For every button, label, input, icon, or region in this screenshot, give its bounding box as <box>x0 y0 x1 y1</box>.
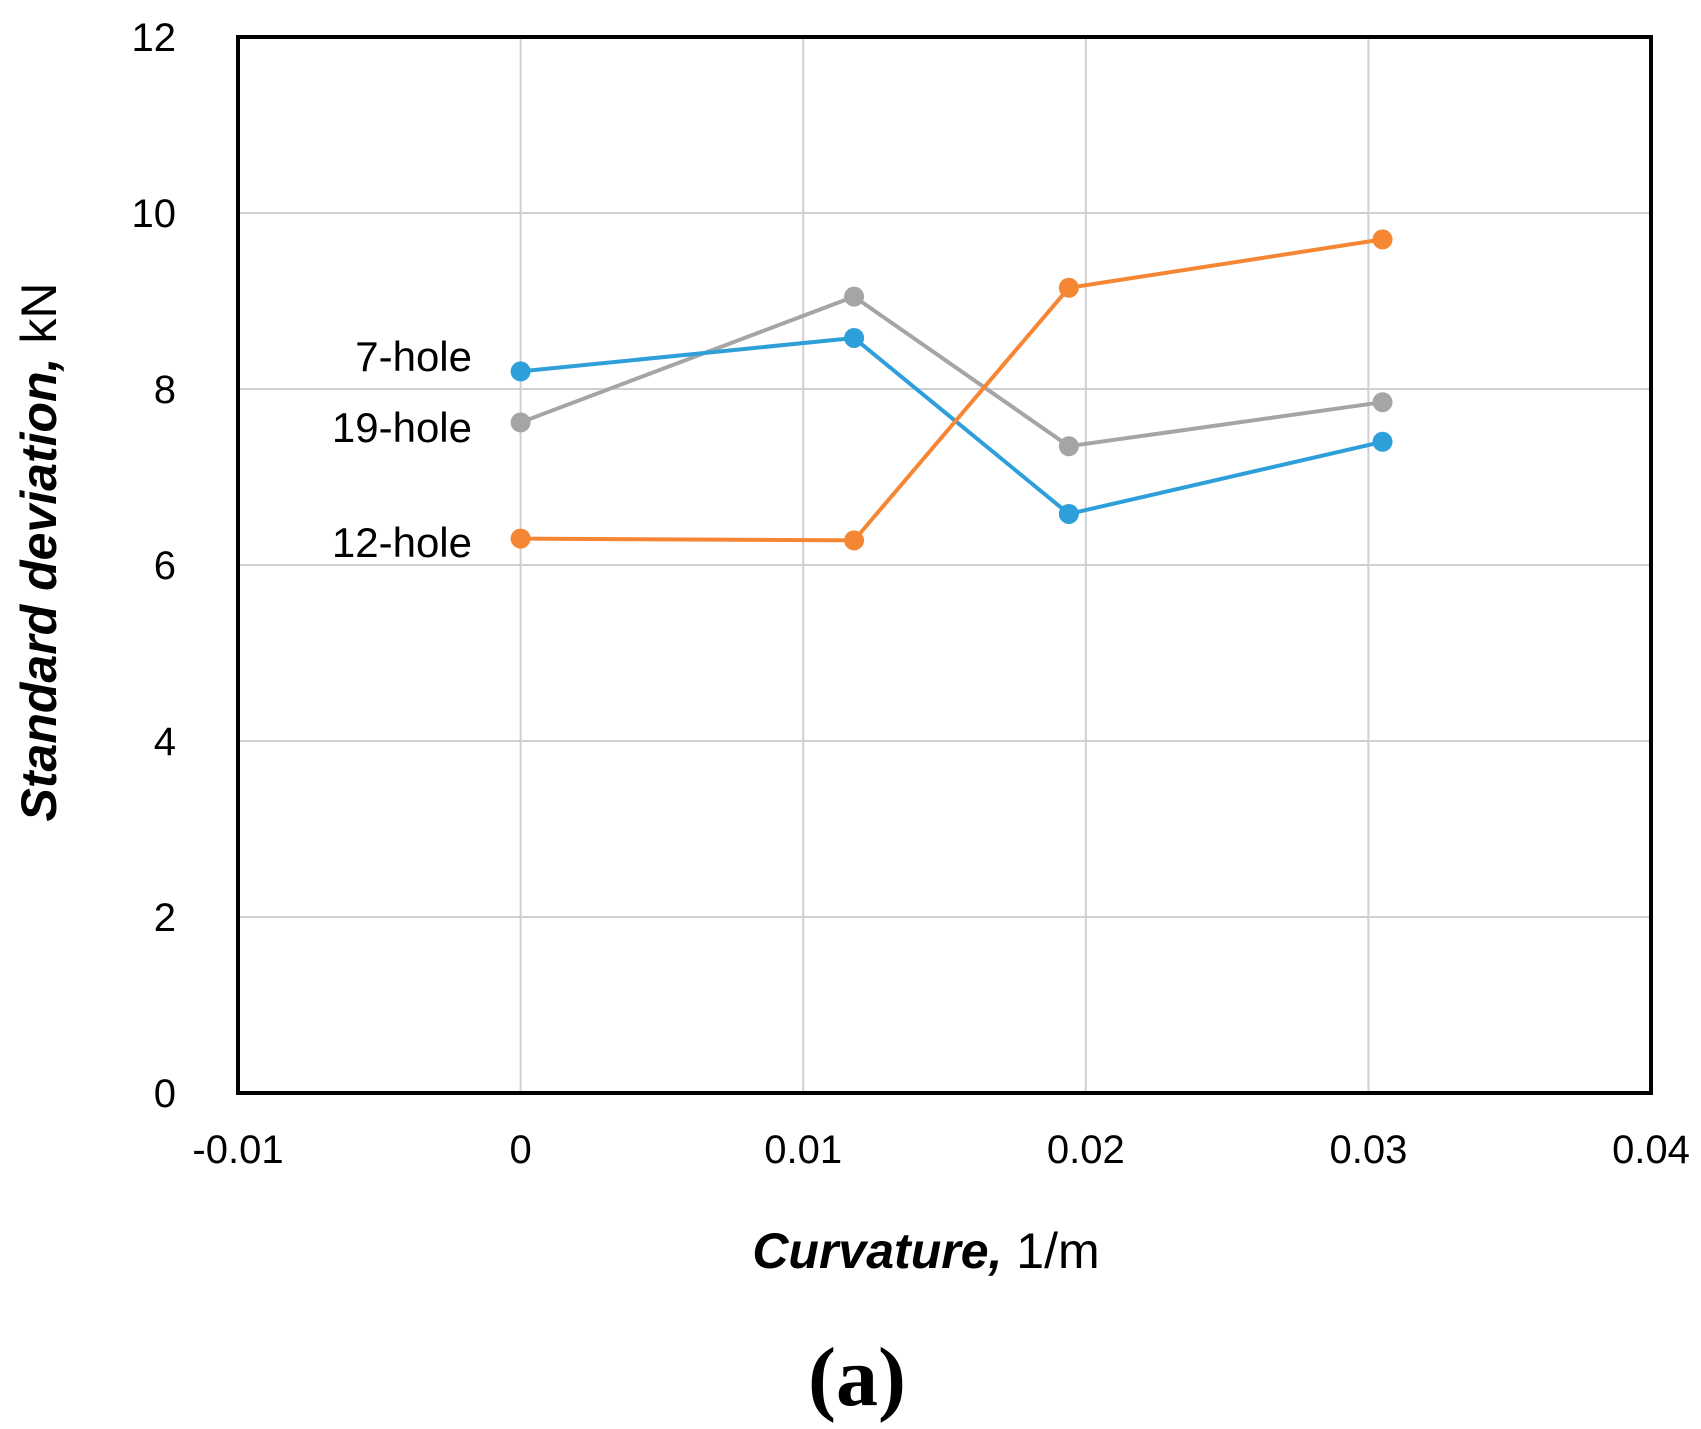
annotation-7-hole: 7-hole <box>355 333 472 380</box>
series-19-hole <box>510 286 1393 457</box>
data-point-7-hole <box>1372 431 1393 452</box>
data-point-7-hole <box>510 361 531 382</box>
data-point-12-hole <box>1058 277 1079 298</box>
series-line-19-hole <box>519 294 1383 449</box>
data-point-19-hole <box>844 286 865 307</box>
y-tick-label: 0 <box>154 1072 176 1116</box>
y-axis-title-unit: kN <box>11 283 67 358</box>
series-7-hole <box>510 327 1393 524</box>
series-line-7-hole <box>520 335 1383 516</box>
x-axis-title-em: Curvature, <box>752 1223 1002 1279</box>
x-axis-title: Curvature, 1/m <box>752 1223 1099 1279</box>
y-tick-label: 2 <box>154 896 176 940</box>
data-point-7-hole <box>1058 503 1079 524</box>
series-group <box>510 229 1393 551</box>
panel-label: (a) <box>808 1331 906 1424</box>
data-point-12-hole <box>1372 229 1393 250</box>
x-tick-label: 0.02 <box>1047 1128 1125 1172</box>
series-12-hole <box>510 229 1393 551</box>
x-tick-label: -0.01 <box>192 1128 283 1172</box>
y-tick-label: 6 <box>154 544 176 588</box>
x-axis-title-unit: 1/m <box>1002 1223 1099 1279</box>
series-line-12-hole <box>520 237 1383 543</box>
y-tick-label: 4 <box>154 720 176 764</box>
x-tick-labels: -0.01 0 0.01 0.02 0.03 0.04 <box>192 1128 1690 1172</box>
data-point-12-hole <box>844 530 865 551</box>
y-tick-label: 12 <box>132 16 177 60</box>
data-point-12-hole <box>510 528 531 549</box>
y-tick-labels: 0 2 4 6 8 10 12 <box>132 16 177 1116</box>
plot-frame <box>236 35 1653 1095</box>
y-tick-label: 10 <box>132 192 177 236</box>
y-tick-label: 8 <box>154 368 176 412</box>
y-axis-title-em: Standard deviation, <box>11 358 67 822</box>
x-tick-label: 0.01 <box>764 1128 842 1172</box>
x-tick-label: 0.03 <box>1329 1128 1407 1172</box>
data-point-7-hole <box>844 327 865 348</box>
y-axis-title: Standard deviation, kN <box>11 283 67 822</box>
annotation-19-hole: 19-hole <box>332 404 472 451</box>
data-point-19-hole <box>1372 392 1393 413</box>
x-tick-label: 0 <box>509 1128 531 1172</box>
data-point-19-hole <box>510 412 531 433</box>
annotation-12-hole: 12-hole <box>332 519 472 566</box>
data-point-19-hole <box>1058 436 1079 457</box>
x-tick-label: 0.04 <box>1612 1128 1690 1172</box>
